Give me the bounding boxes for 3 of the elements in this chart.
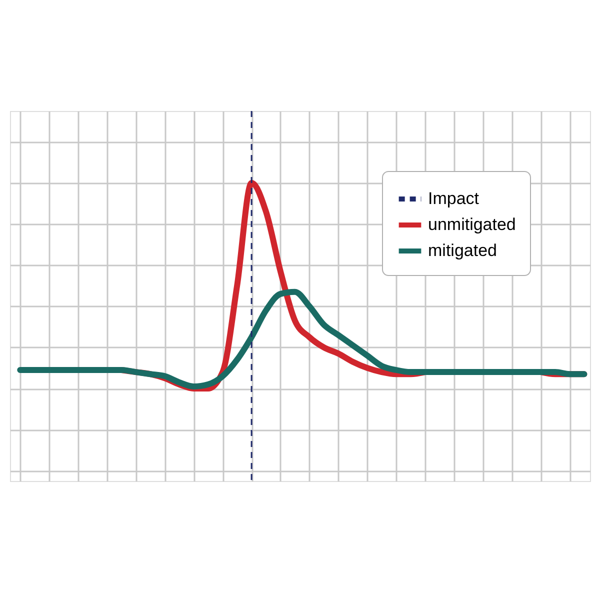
legend-label: mitigated bbox=[428, 241, 497, 260]
annotation: Impact bbox=[428, 189, 480, 208]
legend-label: unmitigated bbox=[428, 215, 516, 234]
